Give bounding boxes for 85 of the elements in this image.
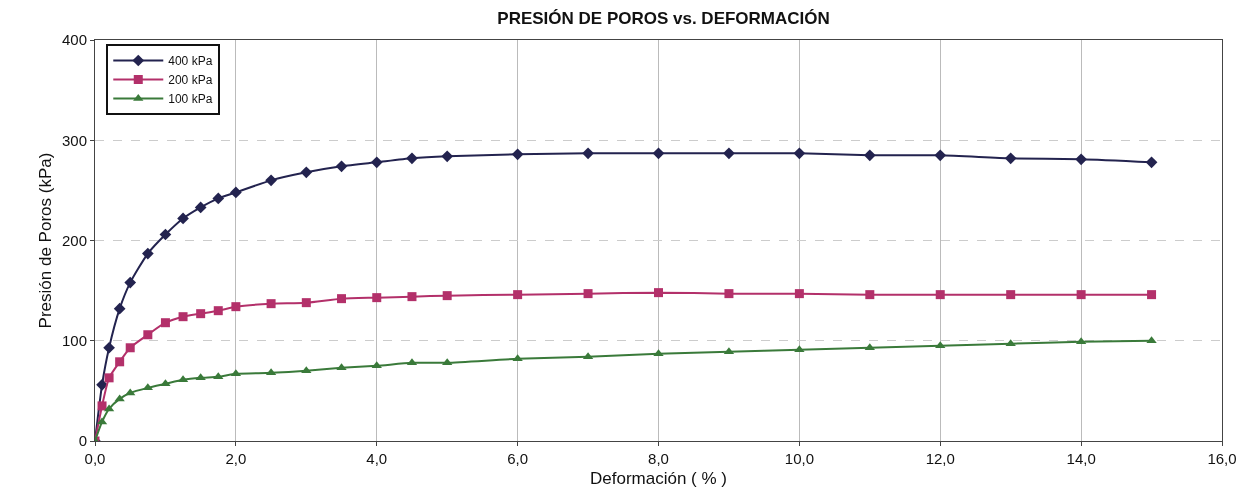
- point: [335, 160, 348, 173]
- x-tick-label: 0,0: [84, 450, 106, 467]
- x-tick-label: 14,0: [1066, 450, 1096, 467]
- point: [935, 290, 945, 300]
- point: [336, 363, 347, 371]
- point: [104, 373, 114, 383]
- point: [213, 372, 224, 380]
- y-tick-label: 0: [78, 432, 87, 450]
- point: [300, 166, 313, 179]
- point: [266, 299, 276, 309]
- y-tick-label: 200: [61, 231, 87, 249]
- x-tick-label: 12,0: [925, 450, 955, 467]
- point: [1145, 156, 1158, 169]
- point: [159, 228, 172, 241]
- point: [652, 147, 665, 160]
- point: [583, 289, 593, 299]
- x-tick-label: 6,0: [507, 450, 529, 467]
- point: [194, 201, 207, 214]
- point: [442, 291, 452, 301]
- point: [141, 247, 154, 260]
- point: [337, 294, 347, 304]
- y-axis-title: Presión de Poros (kPa): [36, 152, 55, 329]
- point: [301, 298, 311, 308]
- point: [125, 388, 136, 396]
- point: [125, 343, 135, 353]
- point: [582, 147, 594, 160]
- x-axis-title: Deformación ( % ): [590, 469, 727, 489]
- point: [265, 174, 277, 187]
- point: [407, 292, 417, 302]
- point: [1147, 290, 1157, 300]
- point: [178, 312, 188, 322]
- point: [794, 289, 804, 299]
- point: [96, 379, 108, 391]
- point: [794, 345, 805, 353]
- point: [124, 276, 137, 289]
- point: [793, 147, 806, 160]
- point: [113, 302, 126, 315]
- point: [212, 192, 225, 205]
- point: [160, 318, 170, 328]
- chart-title: PRESIÓN DE POROS vs. DEFORMACIÓN: [497, 9, 830, 29]
- point: [301, 366, 312, 374]
- x-tick-label: 10,0: [784, 450, 814, 467]
- point: [115, 357, 125, 367]
- point: [863, 149, 876, 162]
- point: [103, 341, 115, 354]
- legend-label: 400 kPa: [168, 54, 213, 69]
- point: [1076, 290, 1086, 300]
- point: [177, 212, 189, 225]
- point: [513, 290, 523, 300]
- point: [370, 156, 383, 169]
- point: [1006, 290, 1016, 300]
- point: [724, 289, 734, 299]
- x-tick-label: 2,0: [225, 450, 247, 467]
- point: [512, 354, 523, 362]
- point: [654, 288, 663, 298]
- point: [653, 349, 664, 357]
- point: [935, 341, 946, 349]
- point: [934, 149, 947, 162]
- point: [97, 401, 107, 411]
- point: [196, 309, 206, 319]
- point: [195, 373, 206, 381]
- point: [1005, 339, 1016, 347]
- point: [723, 147, 735, 160]
- x-tick-label: 16,0: [1207, 450, 1237, 467]
- point: [143, 330, 153, 340]
- point: [1004, 152, 1017, 165]
- y-tick-label: 400: [61, 31, 87, 49]
- point: [160, 379, 171, 387]
- x-tick-label: 8,0: [648, 450, 669, 467]
- point: [230, 186, 242, 199]
- point: [371, 361, 382, 369]
- legend-label: 100 kPa: [168, 92, 213, 107]
- x-tick-label: 4,0: [366, 450, 388, 467]
- point: [406, 152, 418, 165]
- point: [1075, 153, 1087, 166]
- point: [213, 306, 223, 316]
- y-tick-label: 100: [61, 332, 87, 349]
- point: [372, 293, 382, 303]
- point: [511, 148, 524, 161]
- point: [865, 290, 875, 300]
- y-tick-label: 300: [61, 131, 87, 149]
- point: [114, 394, 125, 402]
- point: [231, 302, 241, 312]
- point: [441, 150, 454, 163]
- legend-label: 200 kPa: [168, 73, 213, 88]
